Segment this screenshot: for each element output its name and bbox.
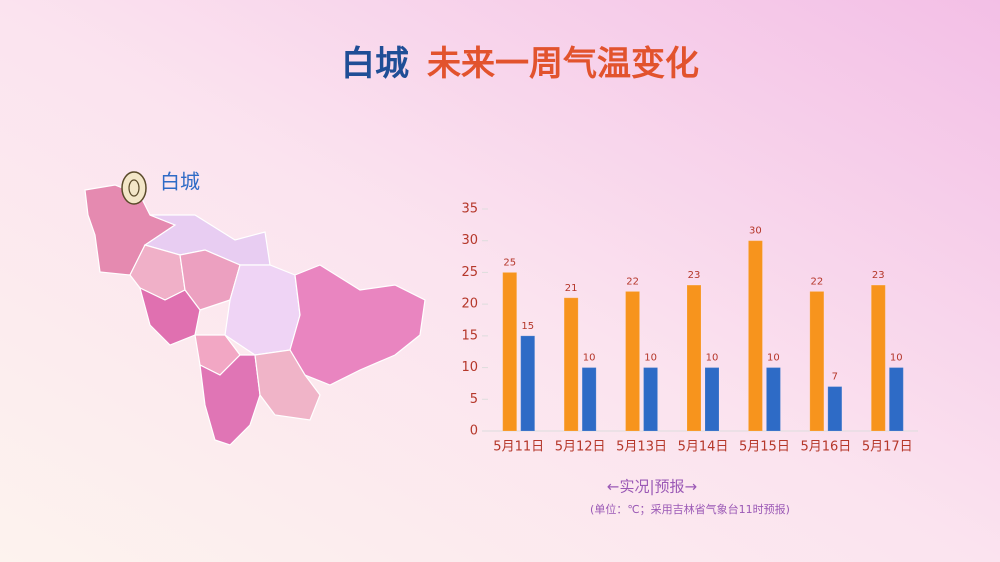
value-label: 10	[583, 353, 596, 364]
bar	[827, 386, 843, 432]
value-label: 10	[706, 353, 719, 364]
y-tick-label: 25	[461, 265, 478, 280]
y-tick-label: 10	[461, 360, 478, 375]
value-label: 10	[890, 353, 903, 364]
unit-note: (单位：℃；采用吉林省气象台11时预报)	[590, 502, 790, 516]
bar	[502, 271, 518, 432]
y-tick-label: 5	[470, 392, 478, 407]
bar	[809, 290, 825, 432]
x-tick-label: 5月16日	[800, 440, 851, 455]
y-tick-label: 15	[461, 328, 478, 343]
value-label: 15	[521, 321, 534, 332]
bar	[686, 284, 702, 432]
map-region	[254, 349, 321, 421]
bar	[765, 367, 781, 432]
bar	[520, 335, 536, 432]
x-tick-label: 5月14日	[678, 440, 729, 455]
bar	[625, 290, 641, 432]
map-region	[199, 354, 261, 446]
y-tick-label: 30	[461, 233, 478, 248]
y-tick-label: 35	[461, 202, 478, 217]
bar	[888, 367, 904, 432]
value-label: 22	[626, 276, 639, 287]
chart: 0 5 10 15 20 25 30 35 5月11日 25 15 5月12日 21 10 5月13日 22 1…	[461, 202, 918, 455]
map	[84, 184, 426, 446]
value-label: 30	[749, 226, 762, 237]
x-tick-label: 5月12日	[555, 440, 606, 455]
value-label: 22	[810, 276, 823, 287]
map-pin	[121, 171, 147, 205]
bar	[747, 240, 763, 432]
y-tick-label: 0	[470, 424, 478, 439]
value-label: 21	[565, 283, 578, 294]
x-tick-label: 5月13日	[616, 440, 667, 455]
map-region	[224, 264, 301, 356]
title-text: 未来一周气温变化	[427, 44, 699, 84]
value-label: 25	[503, 257, 516, 268]
y-tick-label: 20	[461, 297, 478, 312]
x-tick-label: 5月17日	[862, 440, 913, 455]
value-label: 23	[872, 270, 885, 281]
bar	[581, 367, 597, 432]
value-label: 10	[767, 353, 780, 364]
value-label: 23	[688, 270, 701, 281]
arrow-note: ←实况|预报→	[607, 478, 697, 496]
bar	[704, 367, 720, 432]
title: 白城 未来一周气温变化	[341, 44, 699, 84]
map-region	[139, 286, 201, 346]
x-tick-label: 5月15日	[739, 440, 790, 455]
bar	[643, 367, 659, 432]
value-label: 10	[644, 353, 657, 364]
value-label: 7	[832, 372, 838, 383]
bar	[563, 297, 579, 432]
map-label: 白城	[160, 170, 200, 194]
x-tick-label: 5月11日	[493, 440, 544, 455]
bar	[870, 284, 886, 432]
title-city: 白城	[341, 44, 409, 84]
